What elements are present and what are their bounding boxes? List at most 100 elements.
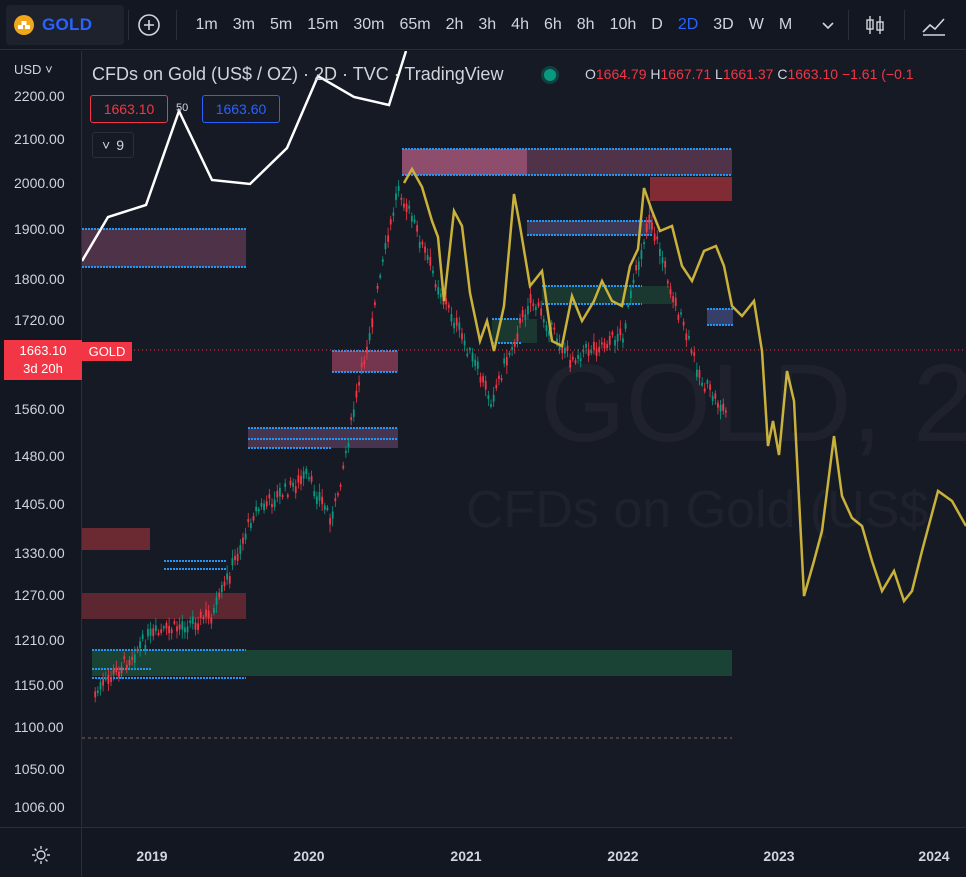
candle (695, 369, 698, 377)
candle (260, 502, 263, 507)
price-tick: 1210.00 (14, 632, 65, 648)
candle (534, 306, 537, 310)
candle (202, 616, 205, 620)
interval-4h[interactable]: 4h (511, 16, 529, 33)
candle (242, 537, 244, 544)
candle (484, 380, 487, 390)
sell-button[interactable]: 1663.10 (90, 95, 168, 123)
interval-6h[interactable]: 6h (543, 16, 562, 33)
symbol-search-button[interactable]: GOLD (6, 5, 124, 45)
supply-zone (82, 593, 246, 619)
candle (384, 243, 387, 250)
price-tick: 2200.00 (14, 88, 65, 104)
price-axis[interactable]: 2200.00 2100.00 2000.00 1900.00 1800.00 … (0, 51, 82, 827)
candle (608, 336, 611, 345)
candle (706, 380, 709, 384)
time-tick: 2024 (918, 848, 950, 864)
quantity-stepper[interactable]: ˅ 9 (92, 132, 134, 158)
candle (255, 506, 258, 512)
candle (669, 289, 672, 295)
interval-10h[interactable]: 10h (609, 16, 637, 33)
candle (215, 597, 218, 605)
candle (498, 375, 500, 380)
chart-legend-title[interactable]: CFDs on Gold (US$ / OZ) · 2D · TVC · Tra… (92, 64, 504, 84)
settings-corner[interactable] (0, 827, 82, 877)
candle (131, 656, 134, 660)
candle (300, 476, 302, 485)
candle (360, 362, 363, 368)
interval-3h[interactable]: 3h (478, 16, 497, 33)
time-axis[interactable]: 2019 2020 2021 2022 2023 2024 (82, 827, 966, 877)
price-tick: 1560.00 (14, 401, 65, 417)
interval-3d[interactable]: 3D (713, 16, 734, 33)
candle (379, 275, 382, 278)
candle (553, 327, 556, 330)
candle (139, 641, 141, 649)
candle (321, 496, 324, 505)
candle (263, 503, 265, 511)
interval-8h[interactable]: 8h (576, 16, 595, 33)
divider (848, 10, 849, 40)
interval-2h[interactable]: 2h (445, 16, 464, 33)
interval-5m[interactable]: 5m (269, 16, 293, 33)
intervals-dropdown-button[interactable] (815, 12, 841, 38)
candle (674, 297, 677, 307)
currency-dropdown[interactable]: USD ˅ (14, 62, 53, 77)
candle (107, 675, 110, 684)
buy-button[interactable]: 1663.60 (202, 95, 280, 123)
interval-65m[interactable]: 65m (399, 16, 431, 33)
candle (400, 197, 403, 200)
candle (476, 361, 479, 369)
candle (421, 241, 424, 245)
candle (516, 333, 519, 342)
interval-30m[interactable]: 30m (353, 16, 385, 33)
candle (566, 345, 569, 351)
interval-15m[interactable]: 15m (307, 16, 339, 33)
price-chart (82, 51, 966, 739)
candle (181, 621, 184, 630)
candle (315, 496, 318, 505)
interval-w[interactable]: W (748, 16, 764, 33)
chart-pane[interactable] (82, 51, 966, 827)
candle (611, 331, 614, 336)
candle (513, 341, 516, 347)
sun-settings-icon (32, 846, 50, 864)
candle (374, 302, 376, 306)
chart-type-button[interactable] (862, 12, 888, 38)
interval-1m[interactable]: 1m (195, 16, 218, 33)
candle (632, 279, 635, 284)
interval-3m[interactable]: 3m (232, 16, 255, 33)
candle (355, 390, 358, 398)
candle (323, 505, 326, 510)
candle (429, 256, 432, 266)
candle (690, 350, 693, 354)
candle (120, 666, 123, 674)
candle (213, 608, 215, 613)
interval-m[interactable]: M (778, 16, 793, 33)
candle (474, 359, 477, 366)
indicators-button[interactable] (920, 12, 946, 38)
candle (149, 628, 152, 636)
candle (648, 214, 651, 224)
candle (574, 360, 577, 364)
candle (569, 359, 572, 368)
candle (308, 477, 310, 480)
candle (197, 623, 200, 630)
price-tick: 1050.00 (14, 761, 65, 777)
divider (176, 10, 177, 40)
candle (104, 677, 107, 680)
candle (403, 203, 405, 208)
candle (96, 690, 99, 693)
candle (437, 287, 440, 295)
candle (112, 667, 115, 674)
candle (432, 270, 434, 274)
interval-d[interactable]: D (651, 16, 663, 33)
candle (292, 482, 295, 487)
candle (268, 494, 271, 499)
candle (500, 378, 503, 381)
interval-2d[interactable]: 2D (677, 16, 699, 33)
compare-add-button[interactable] (136, 12, 162, 38)
candle (540, 308, 543, 316)
candle (366, 346, 368, 353)
candle (495, 384, 498, 389)
